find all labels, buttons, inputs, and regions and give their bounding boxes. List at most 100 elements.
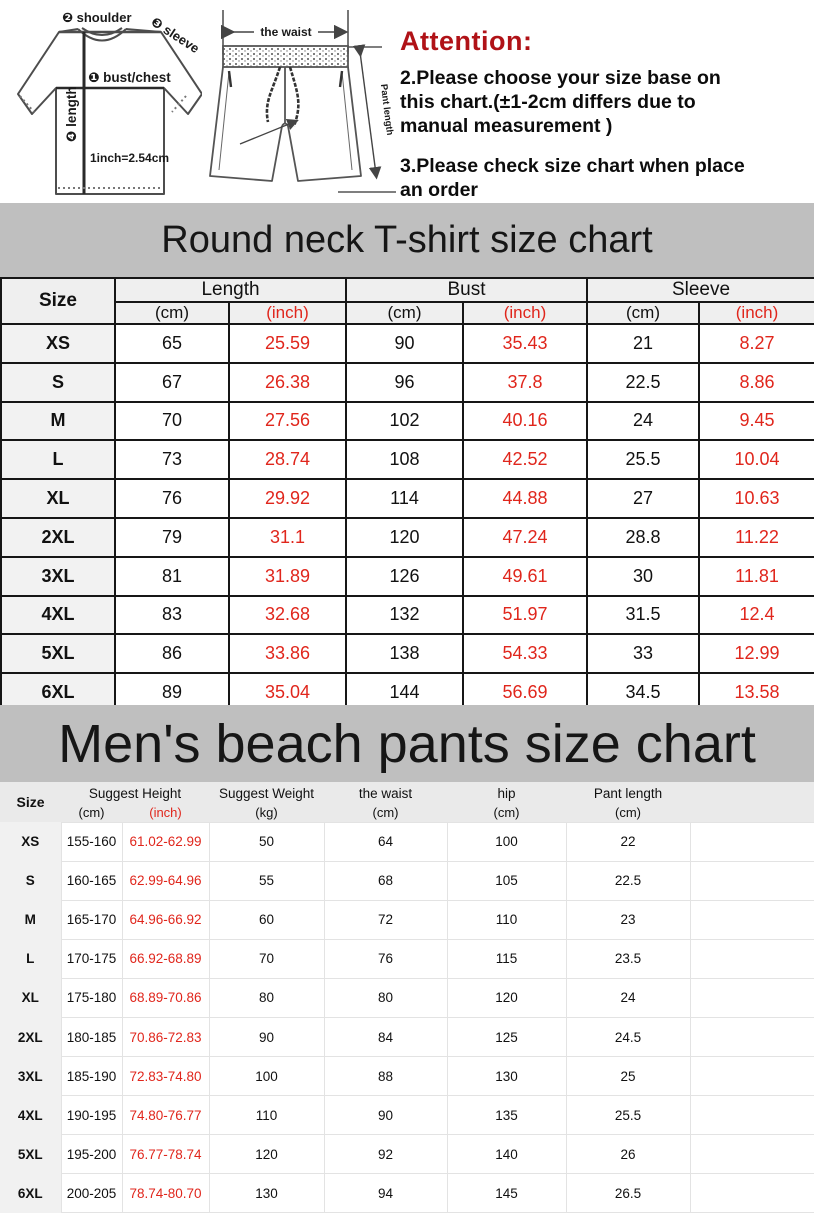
size-label: S <box>0 361 116 403</box>
value-cell: 68 <box>323 860 448 901</box>
unit-inch: (inch) <box>462 301 588 325</box>
suggest-height-header: Suggest Height <box>61 782 209 804</box>
value-cell: 72 <box>323 899 448 940</box>
value-cell: 23.5 <box>565 938 691 979</box>
attention-note: Attention: 2.Please choose your size bas… <box>400 26 790 217</box>
size-label: XS <box>0 323 116 364</box>
value-cell: 120 <box>446 977 567 1018</box>
value-cell: 90 <box>208 1016 325 1058</box>
unit-cm: (cm) <box>566 804 690 822</box>
value-cell: 26.38 <box>228 361 347 403</box>
empty-cell <box>689 821 814 862</box>
value-cell: 31.1 <box>228 516 347 558</box>
value-cell: 72.83-74.80 <box>121 1056 210 1097</box>
value-cell: 28.74 <box>228 439 347 481</box>
tshirt-chart-title: Round neck T-shirt size chart <box>0 203 814 277</box>
value-cell: 23 <box>565 899 691 940</box>
value-cell: 84 <box>323 1016 448 1058</box>
value-cell: 76.77-78.74 <box>121 1134 210 1175</box>
value-cell: 68.89-70.86 <box>121 977 210 1018</box>
attention-heading: Attention: <box>400 26 533 56</box>
value-cell: 10.63 <box>697 478 814 519</box>
value-cell: 33 <box>586 633 700 675</box>
value-cell: 61.02-62.99 <box>121 821 210 862</box>
value-cell: 76 <box>323 938 448 979</box>
value-cell: 25.5 <box>586 439 700 481</box>
value-cell: 135 <box>446 1095 567 1136</box>
value-cell: 120 <box>208 1134 325 1175</box>
waist-header: the waist <box>324 782 447 804</box>
value-cell: 70.86-72.83 <box>121 1016 210 1058</box>
value-cell: 86 <box>114 633 230 675</box>
unit-cm: (cm) <box>345 301 464 325</box>
suggest-weight-header: Suggest Weight <box>209 782 324 804</box>
sleeve-label: ❸ sleeve <box>148 14 202 56</box>
value-cell: 24 <box>565 977 691 1018</box>
value-cell: 73 <box>114 439 230 481</box>
value-cell: 22.5 <box>565 860 691 901</box>
table-row: 4XL 83 32.68 132 51.97 31.5 12.4 <box>0 594 814 636</box>
value-cell: 26.5 <box>565 1173 691 1213</box>
empty-header <box>690 782 814 822</box>
table-row: 5XL 86 33.86 138 54.33 33 12.99 <box>0 633 814 675</box>
hip-header: hip <box>447 782 566 804</box>
empty-cell <box>689 977 814 1018</box>
length-label: ❹ length <box>64 86 79 142</box>
value-cell: 96 <box>345 361 464 403</box>
table-row: 5XL 195-200 76.77-78.74 120 92 140 26 <box>0 1134 814 1175</box>
table-row: XS 65 25.59 90 35.43 21 8.27 <box>0 323 814 364</box>
table-row: XL 175-180 68.89-70.86 80 80 120 24 <box>0 977 814 1018</box>
pants-size-table: Size Suggest Height Suggest Weight the w… <box>0 782 814 1213</box>
value-cell: 190-195 <box>60 1095 123 1136</box>
tshirt-sleeve-header: Sleeve <box>585 277 814 303</box>
table-row: 4XL 190-195 74.80-76.77 110 90 135 25.5 <box>0 1095 814 1136</box>
table-row: S 160-165 62.99-64.96 55 68 105 22.5 <box>0 860 814 901</box>
empty-cell <box>689 899 814 940</box>
value-cell: 90 <box>345 323 464 364</box>
table-row: 3XL 185-190 72.83-74.80 100 88 130 25 <box>0 1056 814 1097</box>
size-label: L <box>0 439 116 481</box>
value-cell: 25.59 <box>228 323 347 364</box>
value-cell: 92 <box>323 1134 448 1175</box>
value-cell: 24.5 <box>565 1016 691 1058</box>
value-cell: 50 <box>208 821 325 862</box>
bust-chest-label: ❶ bust/chest <box>88 70 171 85</box>
value-cell: 138 <box>345 633 464 675</box>
value-cell: 24 <box>586 400 700 442</box>
table-row: XL 76 29.92 114 44.88 27 10.63 <box>0 478 814 519</box>
table-row: L 170-175 66.92-68.89 70 76 115 23.5 <box>0 938 814 979</box>
table-row: M 70 27.56 102 40.16 24 9.45 <box>0 400 814 442</box>
value-cell: 170-175 <box>60 938 123 979</box>
value-cell: 25.5 <box>565 1095 691 1136</box>
table-row: 2XL 180-185 70.86-72.83 90 84 125 24.5 <box>0 1016 814 1058</box>
value-cell: 40.16 <box>462 400 588 442</box>
value-cell: 51.97 <box>462 594 588 636</box>
unit-cm: (cm) <box>586 301 700 325</box>
value-cell: 49.61 <box>462 555 588 597</box>
value-cell: 102 <box>345 400 464 442</box>
pants-header-row: Size Suggest Height Suggest Weight the w… <box>0 782 814 822</box>
tshirt-size-table: Size Length Bust Sleeve (cm) (inch) (cm)… <box>0 277 814 713</box>
value-cell: 108 <box>345 439 464 481</box>
table-row: XS 155-160 61.02-62.99 50 64 100 22 <box>0 821 814 862</box>
empty-cell <box>689 1056 814 1097</box>
pant-length-header: Pant length <box>566 782 690 804</box>
value-cell: 9.45 <box>697 400 814 442</box>
value-cell: 88 <box>323 1056 448 1097</box>
value-cell: 140 <box>446 1134 567 1175</box>
empty-cell <box>689 1134 814 1175</box>
unit-inch: (inch) <box>697 301 814 325</box>
value-cell: 12.4 <box>697 594 814 636</box>
value-cell: 185-190 <box>60 1056 123 1097</box>
tshirt-bust-header: Bust <box>345 277 588 303</box>
pants-chart-title: Men's beach pants size chart <box>0 705 814 782</box>
value-cell: 74.80-76.77 <box>121 1095 210 1136</box>
value-cell: 180-185 <box>60 1016 123 1058</box>
value-cell: 67 <box>114 361 230 403</box>
top-section: ❷ shoulder ❸ sleeve ❶ bust/chest ❹ lengt… <box>0 0 814 203</box>
tshirt-length-header: Length <box>114 277 347 303</box>
value-cell: 8.27 <box>697 323 814 364</box>
value-cell: 126 <box>345 555 464 597</box>
unit-cm: (cm) <box>324 804 447 822</box>
unit-inch: (inch) <box>122 804 209 822</box>
